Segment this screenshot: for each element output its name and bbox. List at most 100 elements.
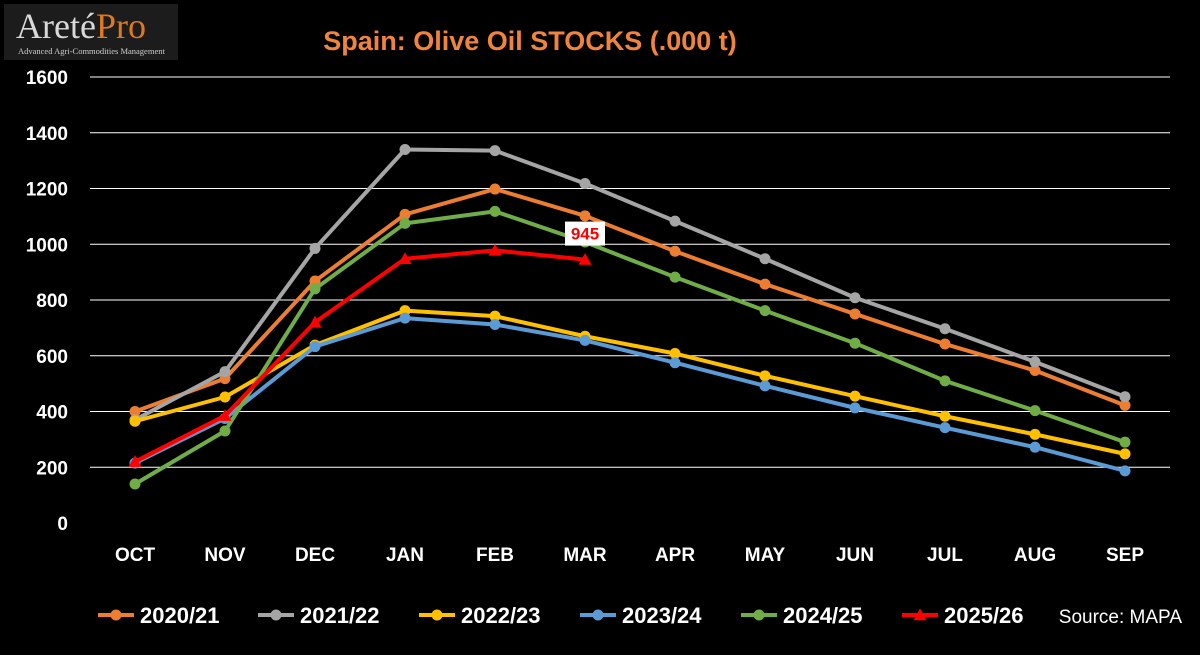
data-point-sep: [1119, 436, 1131, 448]
data-point-jul: [939, 410, 951, 422]
y-axis-ticks: 0 200 400 600 800 1000 1200 1400 1600: [26, 68, 68, 535]
data-label: 945: [571, 225, 599, 244]
data-point-jul: [939, 323, 951, 335]
y-tick-label: 1000: [26, 235, 68, 256]
data-point-nov: [218, 409, 232, 421]
data-point-jan: [398, 252, 412, 264]
data-point-may: [759, 278, 771, 290]
y-tick-label: 0: [57, 514, 68, 535]
data-point-dec: [309, 242, 321, 254]
chart-series: [128, 143, 1131, 490]
data-point-jul: [939, 422, 951, 434]
legend-label: 2024/25: [783, 603, 863, 628]
legend-item-2022-23: 2022/23: [419, 603, 541, 628]
y-tick-label: 800: [36, 291, 68, 312]
data-point-dec: [309, 275, 321, 287]
data-point-apr: [669, 348, 681, 360]
series-2024-25: [129, 205, 1131, 490]
data-point-feb: [489, 183, 501, 195]
data-point-mar: [579, 334, 591, 346]
data-point-may: [759, 380, 771, 392]
legend-swatch-marker: [431, 609, 443, 621]
data-point-oct: [128, 455, 142, 467]
legend-item-2021-22: 2021/22: [258, 603, 380, 628]
chart-annotations: 945: [565, 221, 605, 246]
series-line-2023-24: [133, 316, 1127, 473]
data-point-jan: [399, 312, 411, 324]
data-point-aug: [1029, 428, 1041, 440]
y-tick-label: 1600: [26, 68, 68, 89]
chart-title: Spain: Olive Oil STOCKS (.000 t): [323, 26, 737, 56]
legend-label: 2022/23: [461, 603, 541, 628]
data-point-mar: [578, 253, 592, 265]
data-point-sep: [1119, 465, 1131, 477]
legend-swatch-marker: [270, 609, 282, 621]
x-tick-label-jul: JUL: [927, 545, 963, 566]
x-tick-label-feb: FEB: [476, 545, 514, 566]
data-point-may: [759, 370, 771, 382]
data-point-jun: [849, 308, 861, 320]
data-point-feb: [489, 319, 501, 331]
logo-name: Areté: [16, 6, 96, 46]
data-point-sep: [1119, 448, 1131, 460]
data-point-dec: [309, 283, 321, 295]
y-tick-label: 200: [36, 458, 68, 479]
legend-item-2025-26: 2025/26: [902, 603, 1024, 628]
legend-swatch-marker: [110, 609, 122, 621]
data-point-dec: [309, 341, 321, 353]
legend-item-2024-25: 2024/25: [741, 603, 863, 628]
x-tick-label-jun: JUN: [836, 545, 874, 566]
data-point-jan: [399, 217, 411, 229]
data-point-apr: [669, 357, 681, 369]
data-point-jun: [849, 390, 861, 402]
legend-item-2023-24: 2023/24: [580, 603, 702, 628]
chart-gridlines: [90, 76, 1170, 468]
arete-pro-logo: AretéPro Advanced Agri-Commodities Manag…: [4, 4, 178, 60]
series-line-2020-21: [133, 187, 1127, 414]
data-point-sep: [1119, 391, 1131, 403]
x-tick-label-aug: AUG: [1014, 545, 1056, 566]
data-point-apr: [669, 245, 681, 257]
x-tick-label-sep: SEP: [1106, 545, 1144, 566]
data-point-oct: [129, 478, 141, 490]
data-point-mar: [579, 177, 591, 189]
x-tick-label-dec: DEC: [295, 545, 335, 566]
data-point-feb: [489, 205, 501, 217]
data-point-jun: [849, 337, 861, 349]
data-point-may: [759, 253, 771, 265]
series-2021-22: [129, 143, 1131, 426]
legend-label: 2021/22: [300, 603, 380, 628]
data-point-jul: [939, 375, 951, 387]
data-point-aug: [1029, 356, 1041, 368]
x-tick-label-mar: MAR: [563, 545, 607, 566]
x-tick-label-nov: NOV: [204, 545, 246, 566]
legend-item-2020-21: 2020/21: [98, 603, 220, 628]
data-label-box: [565, 221, 605, 246]
data-point-feb: [488, 243, 502, 256]
logo-wordmark: AretéPro: [16, 6, 146, 46]
logo-name-accent: Pro: [95, 6, 146, 46]
data-point-jan: [399, 305, 411, 317]
data-point-aug: [1029, 441, 1041, 453]
data-point-may: [759, 305, 771, 317]
logo-tagline: Advanced Agri-Commodities Management: [18, 46, 165, 56]
legend-label: 2023/24: [622, 603, 702, 628]
data-point-jan: [399, 143, 411, 155]
legend-label: 2020/21: [140, 603, 220, 628]
y-tick-label: 1200: [26, 180, 68, 201]
data-point-jun: [849, 402, 861, 414]
x-axis-ticks: OCT NOV DEC JAN FEB MAR APR MAY JUN JUL AUG SEP: [115, 545, 1144, 566]
series-line-2024-25: [133, 209, 1127, 486]
data-point-sep: [1119, 399, 1131, 411]
x-tick-label-jan: JAN: [386, 545, 424, 566]
data-point-apr: [669, 271, 681, 283]
data-point-nov: [219, 366, 231, 378]
legend-swatch-marker: [592, 609, 604, 621]
x-tick-label-apr: APR: [655, 545, 695, 566]
series-line-2022-23: [133, 308, 1127, 456]
y-tick-label: 600: [36, 347, 68, 368]
data-point-feb: [489, 145, 501, 157]
x-tick-label-may: MAY: [745, 545, 786, 566]
x-tick-label-oct: OCT: [115, 545, 156, 566]
